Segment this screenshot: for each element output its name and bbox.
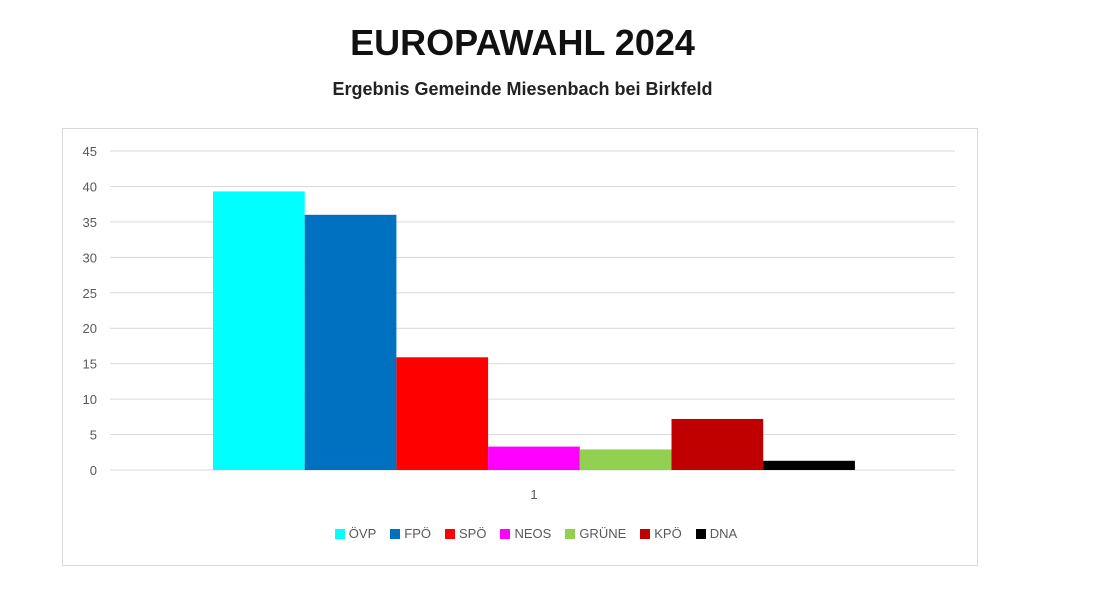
legend-swatch [640, 528, 651, 539]
chart-title: EUROPAWAHL 2024 [350, 22, 695, 63]
y-tick-label: 45 [83, 144, 97, 159]
y-tick-label: 35 [83, 215, 97, 230]
legend-label: SPÖ [459, 526, 487, 541]
y-tick-label: 10 [83, 392, 97, 407]
legend-item: KPÖ [640, 526, 682, 541]
bar-fpö [304, 214, 397, 470]
bar-dna [763, 460, 855, 470]
y-tick-label: 15 [83, 357, 97, 372]
bar-spö [396, 357, 489, 470]
y-tick-label: 40 [83, 179, 97, 194]
legend-item: DNA [695, 526, 738, 541]
y-tick-label: 0 [90, 463, 97, 478]
legend-swatch [445, 528, 455, 539]
chart-subtitle: Ergebnis Gemeinde Miesenbach bei Birkfel… [332, 79, 713, 99]
legend-swatch [500, 528, 511, 539]
bar-övp [213, 191, 305, 470]
legend-label: NEOS [514, 526, 552, 541]
legend-item: NEOS [500, 526, 551, 541]
y-tick-label: 20 [83, 321, 97, 336]
y-tick-label: 5 [90, 428, 97, 443]
legend-label: KPÖ [654, 526, 682, 541]
y-tick-label: 25 [83, 286, 97, 301]
legend-item: FPÖ [390, 526, 431, 541]
chart-legend: ÖVP FPÖ SPÖ NEOS GRÜNE KPÖ DNA [0, 526, 1072, 541]
legend-swatch [334, 528, 345, 539]
legend-item: GRÜNE [565, 526, 626, 541]
x-tick-label: 1 [530, 487, 537, 502]
legend-label: DNA [709, 526, 738, 541]
legend-label: FPÖ [404, 526, 431, 541]
bar-grüne [579, 449, 672, 470]
legend-label: GRÜNE [579, 526, 627, 541]
bar-kpö [671, 418, 764, 470]
bar-neos [488, 446, 580, 470]
legend-swatch [565, 528, 576, 539]
legend-swatch [695, 528, 706, 539]
legend-label: ÖVP [348, 526, 377, 541]
legend-item: ÖVP [334, 526, 377, 541]
y-tick-label: 30 [83, 250, 97, 265]
legend-swatch [390, 528, 401, 539]
legend-item: SPÖ [445, 526, 486, 541]
